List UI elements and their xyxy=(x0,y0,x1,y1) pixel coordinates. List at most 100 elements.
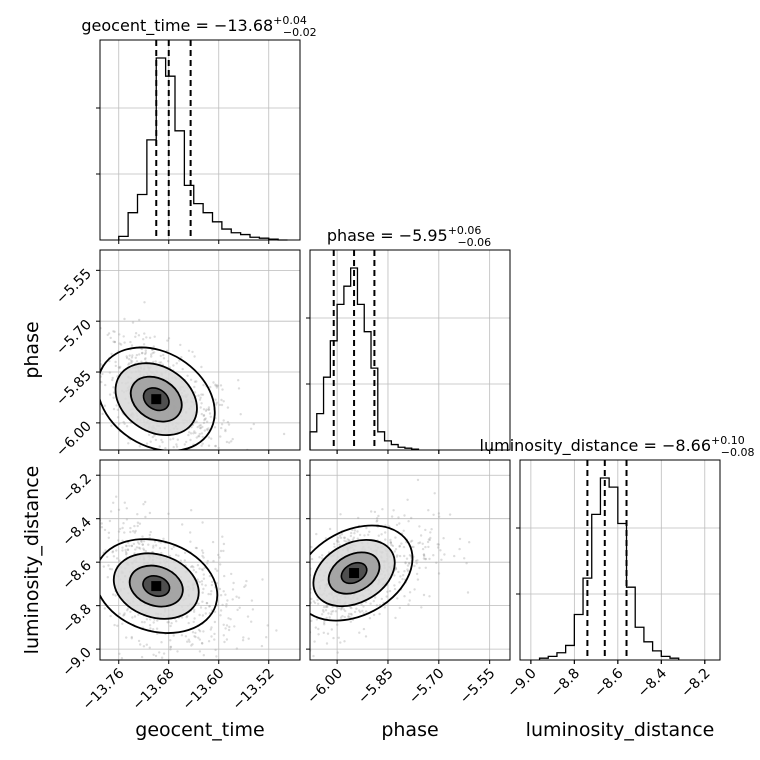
scatter-point xyxy=(336,538,339,542)
scatter-point xyxy=(355,607,358,610)
scatter-point xyxy=(200,393,203,396)
scatter-point xyxy=(388,589,392,593)
scatter-point xyxy=(152,621,155,624)
scatter-point xyxy=(389,538,392,542)
scatter-point xyxy=(115,495,118,498)
title-lower-error: −0.08 xyxy=(721,446,755,459)
scatter-point xyxy=(219,594,223,597)
scatter-point xyxy=(225,624,229,627)
scatter-point xyxy=(108,359,111,363)
scatter-point xyxy=(408,554,412,557)
scatter-point xyxy=(310,545,313,549)
scatter-point xyxy=(131,616,134,619)
scatter-point xyxy=(466,591,470,594)
scatter-point xyxy=(119,343,123,346)
density-peak-marker xyxy=(151,581,162,592)
scatter-point xyxy=(217,553,220,557)
scatter-point xyxy=(152,546,155,549)
scatter-point xyxy=(144,349,147,352)
scatter-point xyxy=(242,636,245,639)
scatter-point xyxy=(409,555,413,558)
scatter-point xyxy=(213,620,217,624)
scatter-point xyxy=(207,408,211,411)
scatter-point xyxy=(349,606,352,609)
scatter-point xyxy=(134,529,137,533)
scatter-point xyxy=(207,640,211,643)
scatter-point xyxy=(394,548,398,551)
scatter-point xyxy=(370,510,373,513)
tick-label-x-phase: −5.70 xyxy=(406,666,448,708)
scatter-point xyxy=(202,587,205,591)
scatter-point xyxy=(398,544,401,548)
scatter-point xyxy=(327,612,330,615)
scatter-point xyxy=(408,599,411,602)
scatter-point xyxy=(193,430,196,433)
scatter-point xyxy=(140,497,142,499)
scatter-point xyxy=(129,359,133,362)
scatter-point xyxy=(360,603,363,606)
scatter-point xyxy=(252,486,254,488)
scatter-point xyxy=(326,605,329,609)
scatter-point xyxy=(138,353,141,356)
scatter-point xyxy=(197,394,200,397)
scatter-point xyxy=(249,427,253,430)
scatter-point xyxy=(107,564,110,567)
scatter-point xyxy=(160,641,163,644)
scatter-point xyxy=(428,538,431,542)
scatter-point xyxy=(126,548,130,551)
scatter-point xyxy=(102,565,106,568)
scatter-point xyxy=(396,554,399,557)
scatter-point xyxy=(198,432,201,436)
scatter-point xyxy=(121,546,124,549)
scatter-point xyxy=(205,428,209,431)
scatter-point xyxy=(235,647,239,650)
scatter-point xyxy=(175,443,178,446)
scatter-point xyxy=(200,568,204,571)
scatter-point xyxy=(189,438,192,442)
scatter-point xyxy=(251,608,255,611)
scatter-point xyxy=(209,385,212,389)
scatter-point xyxy=(118,652,121,655)
scatter-point xyxy=(398,581,401,584)
scatter-point xyxy=(211,540,215,544)
scatter-point xyxy=(417,542,420,545)
scatter-point xyxy=(121,622,124,625)
scatter-point xyxy=(413,564,416,568)
scatter-point xyxy=(207,444,211,447)
scatter-point xyxy=(108,371,112,374)
scatter-point xyxy=(353,532,356,535)
scatter-point xyxy=(395,523,399,527)
scatter-point xyxy=(143,332,146,335)
scatter-point xyxy=(219,384,223,387)
scatter-point xyxy=(401,577,404,581)
scatter-point xyxy=(112,555,116,558)
scatter-point xyxy=(119,365,122,369)
scatter-point xyxy=(118,422,121,425)
scatter-point xyxy=(112,501,115,504)
scatter-point xyxy=(189,531,192,534)
scatter-point xyxy=(148,336,152,339)
scatter-point xyxy=(148,511,152,515)
scatter-point xyxy=(358,609,361,612)
scatter-point xyxy=(419,534,423,537)
scatter-point xyxy=(390,515,394,518)
scatter-point xyxy=(217,446,220,450)
scatter-point xyxy=(380,533,383,536)
scatter-point xyxy=(205,420,209,423)
scatter-point xyxy=(172,445,175,449)
scatter-point xyxy=(147,433,151,436)
scatter-point xyxy=(224,627,227,630)
scatter-point xyxy=(169,639,172,642)
scatter-point xyxy=(95,364,97,366)
scatter-point xyxy=(198,650,202,653)
scatter-point xyxy=(156,619,159,622)
scatter-point xyxy=(237,379,240,382)
scatter-point xyxy=(213,426,217,429)
scatter-point xyxy=(320,557,324,560)
scatter-point xyxy=(324,609,328,612)
scatter-point xyxy=(198,435,201,438)
scatter-point xyxy=(219,563,222,566)
frame-phase xyxy=(309,249,511,451)
scatter-point xyxy=(88,560,90,562)
scatter-point xyxy=(437,572,441,575)
